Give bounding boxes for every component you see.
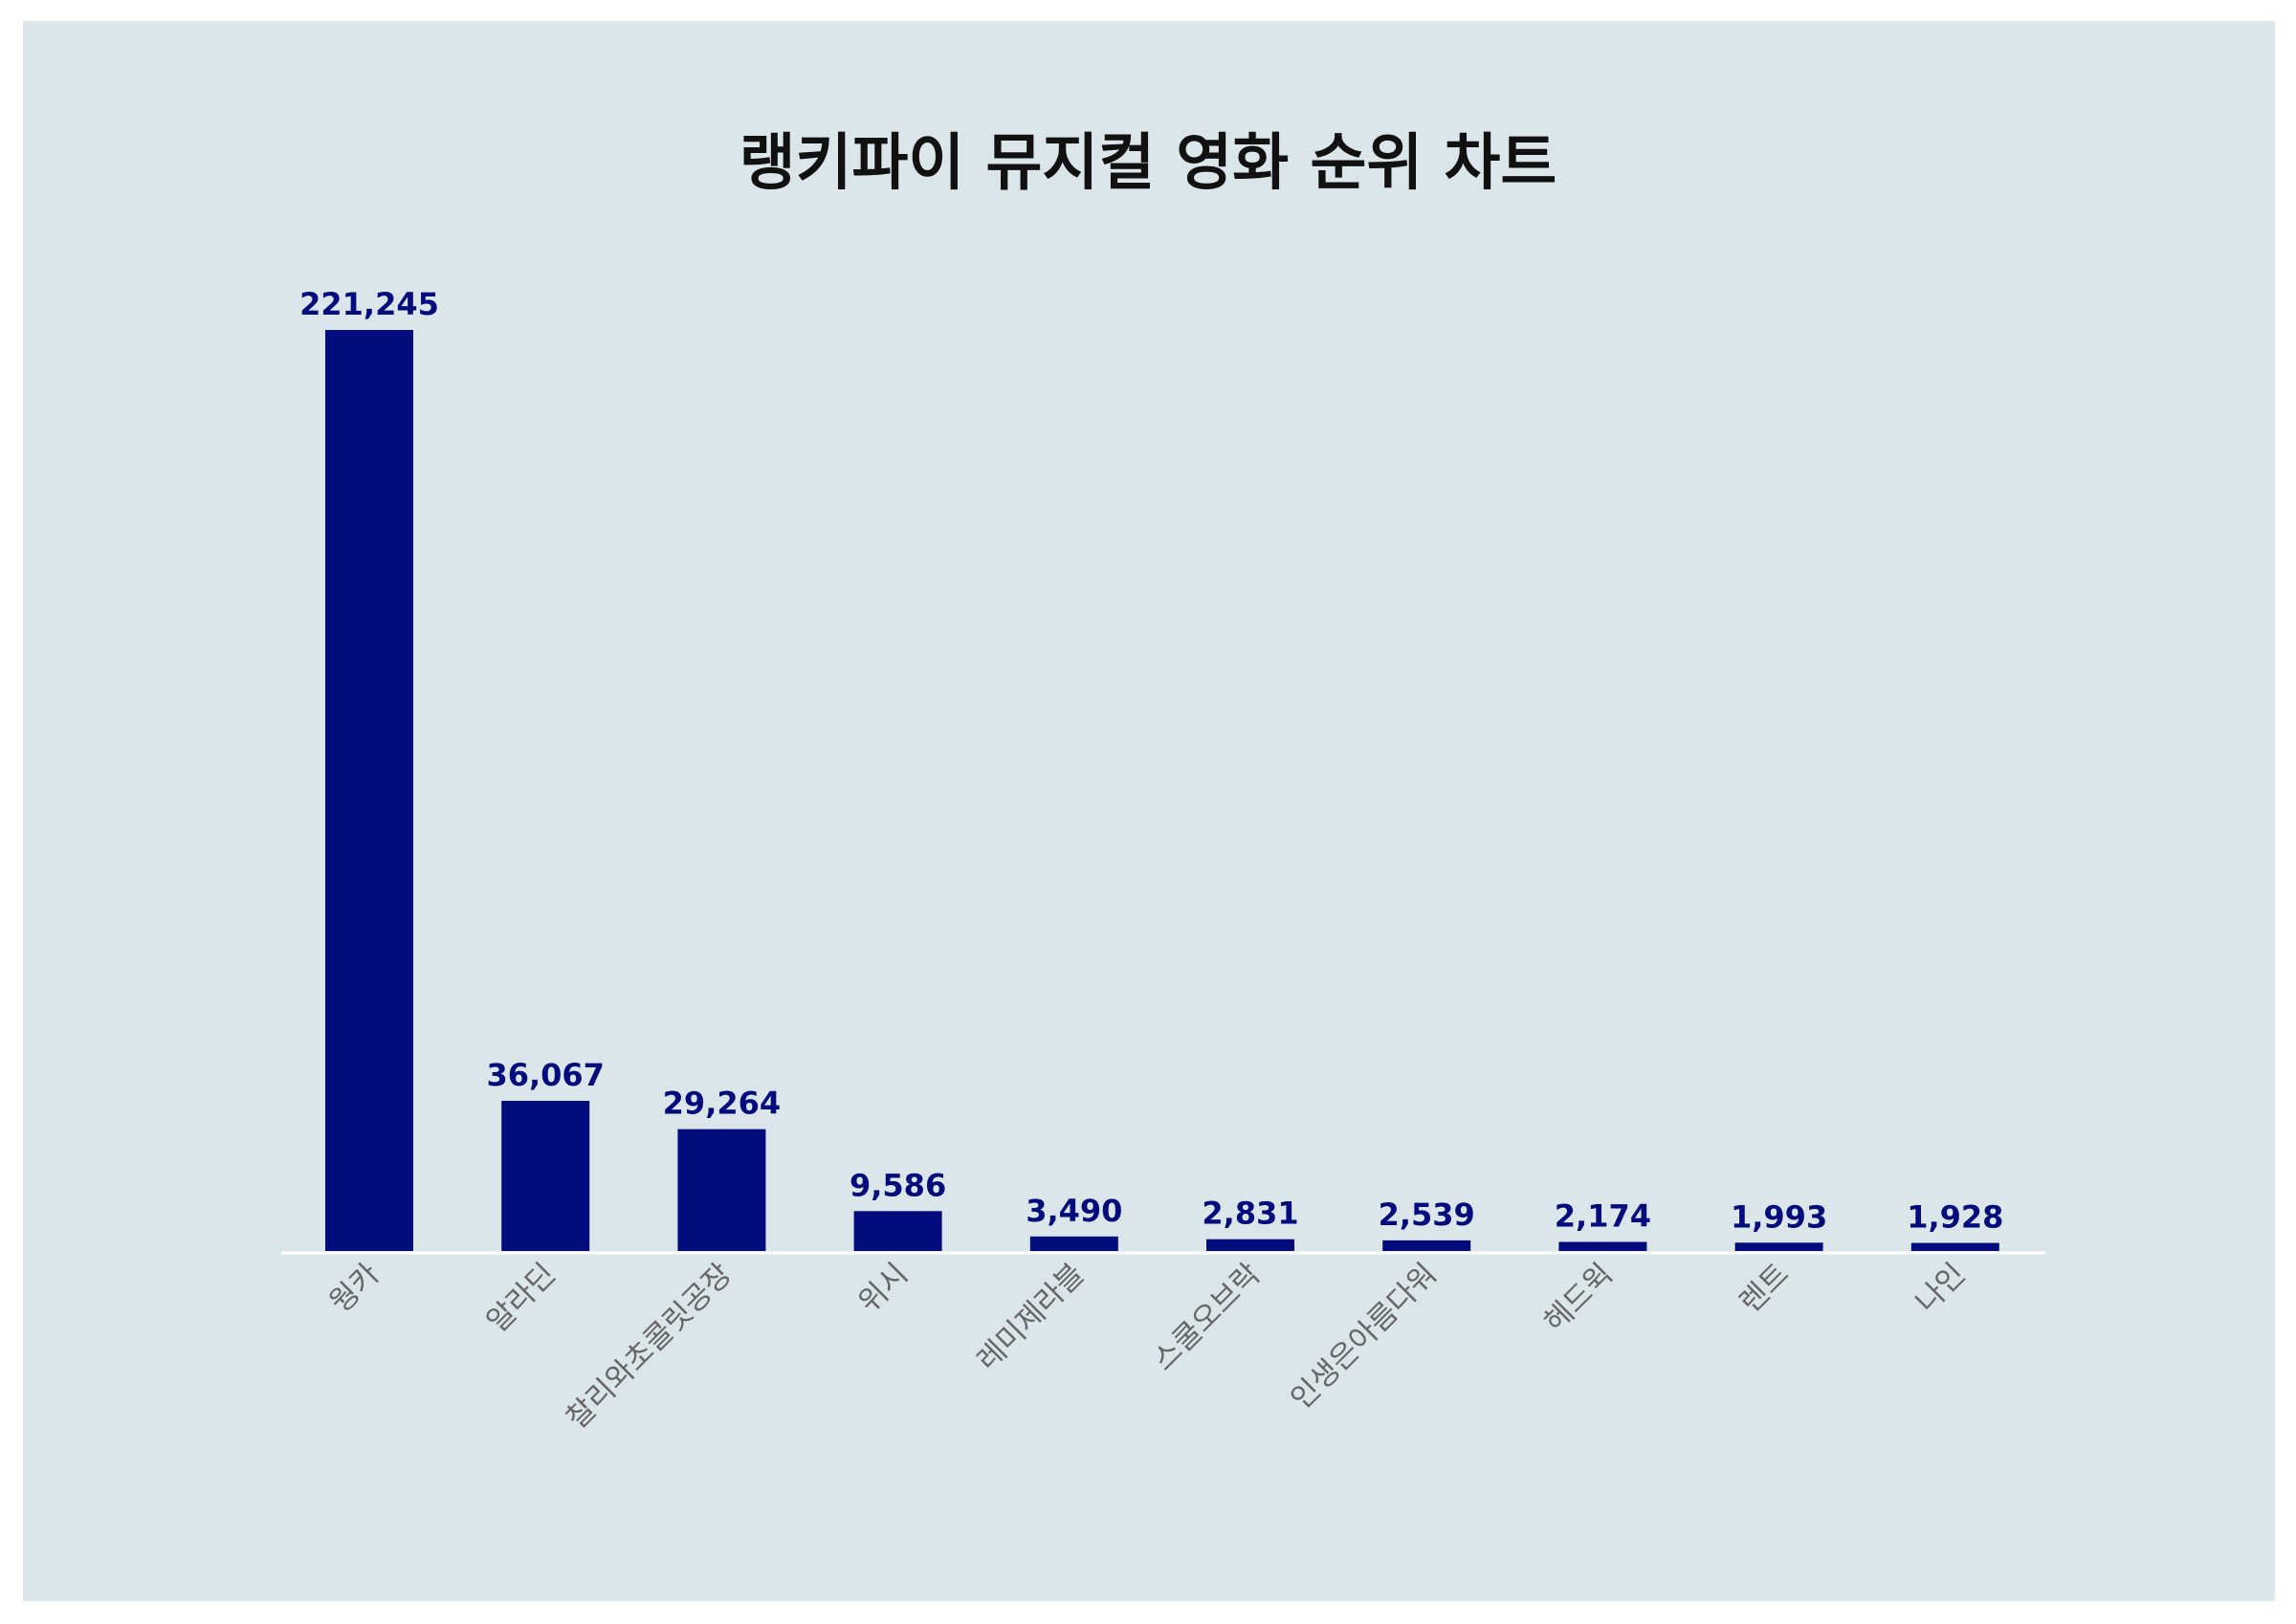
x-tick-label: 찰리와초콜릿공장 [560,1257,739,1436]
value-label: 36,067 [486,1057,604,1093]
x-tick-label: 알라딘 [480,1257,563,1339]
bar-7 [1382,1240,1471,1251]
bars-layer: 221,245 웡카 36,067 알라딘 29,264 찰리와초콜릿공장 9,586 위시 3… [299,286,2003,1436]
x-tick-label: 스쿨오브락 [1146,1257,1267,1377]
bar-1 [325,330,413,1251]
value-label: 2,174 [1555,1198,1651,1235]
x-tick-label: 렌트 [1733,1257,1796,1320]
bar-5 [1029,1236,1118,1251]
x-tick-label: 헤드윅 [1537,1257,1620,1339]
value-label: 3,490 [1026,1193,1122,1229]
bar-10 [1910,1242,1999,1251]
value-label: 221,245 [299,286,439,322]
value-label: 1,993 [1731,1198,1827,1235]
x-tick-label: 웡카 [323,1257,386,1320]
value-label: 2,831 [1202,1196,1298,1232]
bar-4 [853,1211,942,1251]
bar-9 [1734,1242,1823,1251]
value-label: 2,539 [1379,1196,1475,1233]
value-label: 9,586 [850,1167,946,1203]
x-tick-label: 위시 [851,1257,915,1320]
bar-6 [1206,1239,1294,1251]
bar-8 [1558,1241,1647,1251]
chart-title: 랭키파이 뮤지컬 영화 순위 차트 [740,128,1557,199]
x-tick-label: 나인 [1910,1257,1973,1320]
value-label: 1,928 [1907,1199,2003,1236]
x-tick-label: 인생은아름다워 [1284,1257,1444,1416]
bar-2 [501,1101,590,1251]
x-tick-label: 레미제라블 [970,1257,1091,1377]
bar-3 [677,1129,766,1251]
value-label: 29,264 [663,1086,781,1122]
